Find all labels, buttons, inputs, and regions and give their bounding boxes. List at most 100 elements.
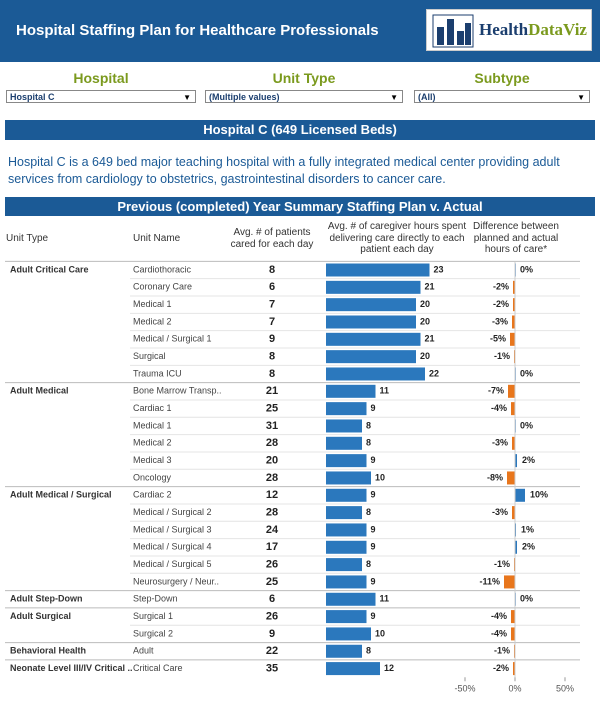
unit-name: Surgical	[133, 351, 166, 361]
difference-label: -1%	[494, 351, 510, 361]
difference-label: 0%	[520, 594, 533, 604]
hours-label: 20	[420, 316, 430, 326]
hours-bar	[326, 506, 362, 520]
column-header: Avg. # of patients cared for each day	[230, 227, 314, 250]
filter-label: Subtype	[474, 70, 530, 86]
description: Hospital C is a 649 bed major teaching h…	[8, 155, 560, 186]
hours-label: 22	[429, 368, 439, 378]
hours-bar	[326, 436, 362, 450]
patients: 25	[266, 576, 278, 588]
unit-name: Medical 1	[133, 420, 172, 430]
difference-label: -1%	[494, 646, 510, 656]
unit-type: Adult Medical / Surgical	[10, 490, 112, 500]
patients: 28	[266, 437, 278, 449]
hospital-banner: Hospital C (649 Licensed Beds)	[5, 120, 595, 140]
difference-bar	[512, 436, 515, 450]
difference-label: -3%	[492, 316, 508, 326]
patients: 8	[269, 351, 275, 363]
difference-label: 0%	[520, 420, 533, 430]
difference-bar	[507, 471, 515, 485]
filter-label: Unit Type	[272, 70, 336, 86]
filter-dropdown[interactable]: (All) ▼	[414, 90, 590, 103]
difference-label: 10%	[530, 490, 548, 500]
hours-label: 9	[371, 611, 376, 621]
patients: 8	[269, 264, 275, 276]
hours-bar	[326, 350, 416, 364]
filter-value: (Multiple values)	[209, 92, 280, 102]
unit-type: Adult Surgical	[10, 611, 71, 621]
difference-label: -4%	[491, 611, 507, 621]
difference-label: -2%	[493, 663, 509, 673]
hours-label: 23	[434, 264, 444, 274]
logo-icon	[432, 14, 474, 48]
hours-bar	[326, 367, 425, 381]
x-tick-label: 0%	[508, 684, 521, 694]
unit-type: Behavioral Health	[10, 646, 86, 656]
unit-name: Medical 1	[133, 299, 172, 309]
hours-label: 8	[366, 438, 371, 448]
unit-name: Medical 2	[133, 438, 172, 448]
hours-bar	[326, 558, 362, 572]
patients: 8	[269, 368, 275, 380]
page-title: Hospital Staffing Plan for Healthcare Pr…	[16, 22, 379, 39]
hours-bar	[326, 298, 416, 312]
difference-bar	[511, 402, 515, 416]
difference-label: -7%	[488, 386, 504, 396]
difference-label: -3%	[492, 507, 508, 517]
difference-bar	[515, 540, 517, 554]
difference-label: -1%	[494, 559, 510, 569]
unit-name: Adult	[133, 646, 154, 656]
difference-bar	[504, 575, 515, 589]
hours-bar	[326, 280, 421, 294]
hours-bar	[326, 592, 376, 606]
unit-name: Surgical 2	[133, 628, 173, 638]
hours-label: 9	[371, 576, 376, 586]
unit-name: Medical / Surgical 4	[133, 542, 212, 552]
logo-secondary: DataViz	[528, 20, 587, 39]
hours-bar	[326, 523, 367, 537]
unit-name: Coronary Care	[133, 282, 192, 292]
unit-name: Bone Marrow Transp..	[133, 386, 222, 396]
difference-label: -4%	[491, 628, 507, 638]
unit-name: Step-Down	[133, 594, 178, 604]
hours-bar	[326, 644, 362, 658]
hours-bar	[326, 488, 367, 502]
patients: 12	[266, 489, 278, 501]
filter-value: (All)	[418, 92, 436, 102]
unit-name: Cardiac 2	[133, 490, 172, 500]
hours-bar	[326, 384, 376, 398]
difference-bar	[513, 662, 515, 676]
difference-bar	[511, 610, 515, 624]
patients: 26	[266, 611, 278, 623]
patients: 26	[266, 559, 278, 571]
unit-name: Medical / Surgical 2	[133, 507, 212, 517]
unit-name: Trauma ICU	[133, 368, 182, 378]
difference-label: 0%	[520, 264, 533, 274]
column-header: Difference between planned and actual ho…	[473, 221, 559, 255]
column-header: Unit Name	[133, 233, 181, 244]
difference-label: -4%	[491, 403, 507, 413]
difference-label: 1%	[521, 524, 534, 534]
table-title: Previous (completed) Year Summary Staffi…	[5, 197, 595, 216]
hours-label: 9	[371, 542, 376, 552]
hours-label: 9	[371, 403, 376, 413]
hours-label: 11	[380, 594, 390, 604]
patients: 28	[266, 507, 278, 519]
staffing-table: Adult Critical Care Cardiothoracic 8 23 0% Co…	[5, 260, 580, 694]
unit-name: Cardiac 1	[133, 403, 172, 413]
hours-label: 8	[366, 646, 371, 656]
patients: 28	[266, 472, 278, 484]
unit-type: Adult Critical Care	[10, 264, 89, 274]
hours-label: 12	[384, 663, 394, 673]
filter-dropdown[interactable]: (Multiple values) ▼	[205, 90, 403, 103]
hours-bar	[326, 610, 367, 624]
filter-dropdown[interactable]: Hospital C ▼	[6, 90, 196, 103]
unit-name: Neurosurgery / Neur..	[133, 576, 219, 586]
difference-bar	[512, 506, 515, 520]
patients: 6	[269, 281, 275, 293]
hours-bar	[326, 471, 371, 485]
patients: 21	[266, 385, 278, 397]
patients: 7	[269, 316, 275, 328]
unit-name: Cardiothoracic	[133, 264, 192, 274]
patients: 24	[266, 524, 279, 536]
